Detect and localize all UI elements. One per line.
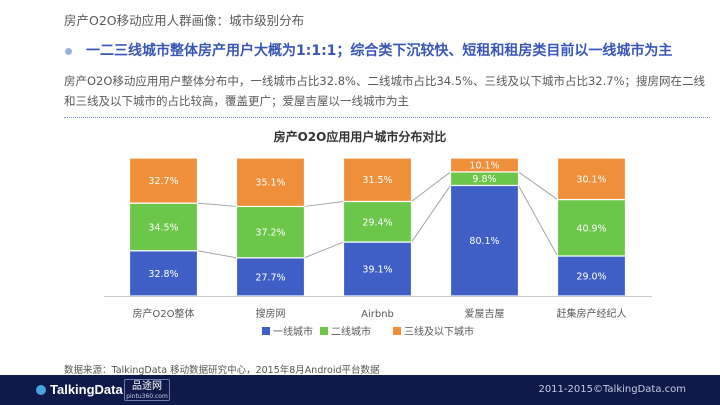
connector-line [518,185,558,257]
copyright: 2011-2015©TalkingData.com [538,384,686,395]
data-label: 80.1% [469,236,499,247]
bar-segment [235,257,306,297]
description: 房产O2O移动应用用户整体分布中，一线城市占比32.8%、二线城市占比34.5%… [64,74,706,108]
data-label: 30.1% [576,174,606,185]
category-label: 房产O2O整体 [132,307,194,320]
bar-segment [342,200,413,243]
legend-label: 三线及以下城市 [404,325,474,338]
chart-title: 房产O2O应用用户城市分布对比 [273,130,447,144]
category-label: 爱屋吉屋 [465,307,505,320]
data-label: 32.8% [148,269,178,280]
bar-segment [128,157,199,204]
data-label: 32.7% [148,176,178,187]
data-label: 10.1% [469,160,499,171]
connector-line [197,250,237,259]
data-label: 29.4% [362,217,392,228]
data-label: 29.0% [576,271,606,282]
data-source: 数据来源：TalkingData 移动数据研究中心，2015年8月Android… [64,365,380,376]
data-label: 27.7% [255,272,285,283]
connector-line [304,200,344,207]
data-label: 35.1% [255,178,285,189]
bar-segment [235,157,306,208]
talkingdata-logo: TalkingData [36,382,123,397]
logo-mark-icon [36,385,46,395]
data-label: 39.1% [362,265,392,276]
bar-segment [235,205,306,259]
connector-line [411,185,451,243]
connector-line [197,202,237,207]
divider [64,117,710,118]
bar-segment [556,157,627,201]
bar-segment [342,157,413,203]
bar-segment [128,202,199,252]
connector-line [518,171,558,200]
category-label: 赶集房产经纪人 [557,307,627,320]
data-label: 34.5% [148,222,178,233]
data-label: 9.8% [472,174,496,185]
data-label: 40.9% [576,223,606,234]
legend-swatch [262,327,270,335]
category-label: 搜房网 [256,307,286,320]
bar-segment [556,198,627,257]
legend-swatch [393,327,401,335]
bar-segment [342,241,413,297]
page-title: 房产O2O移动应用人群画像：城市级别分布 [64,13,305,28]
data-label: 37.2% [255,228,285,239]
category-label: Airbnb [361,309,394,320]
bullet-icon [65,48,72,55]
legend-label: 二线城市 [331,325,371,338]
legend-swatch [320,327,328,335]
headline: 一二三线城市整体房产用户大概为1:1:1；综合类下沉较快、短租和租房类目前以一线… [86,43,673,59]
logo-text: TalkingData [50,382,123,397]
footer-bar: TalkingData 品途网 pintu360.com 2011-2015©T… [0,375,720,405]
partner-name: 品途网 [132,381,162,392]
connector-line [411,171,451,202]
connector-line [304,241,344,259]
partner-domain: pintu360.com [126,393,168,400]
legend-label: 一线城市 [273,325,313,338]
data-label: 31.5% [362,175,392,186]
bar-segment [449,184,520,297]
stacked-bar-chart: 32.8% 34.5% 32.7% 房产O2O整体 27.7% 37.2% 35.1% 搜房网… [104,157,652,338]
partner-logo: 品途网 pintu360.com [124,379,170,401]
bar-segment [449,157,520,173]
